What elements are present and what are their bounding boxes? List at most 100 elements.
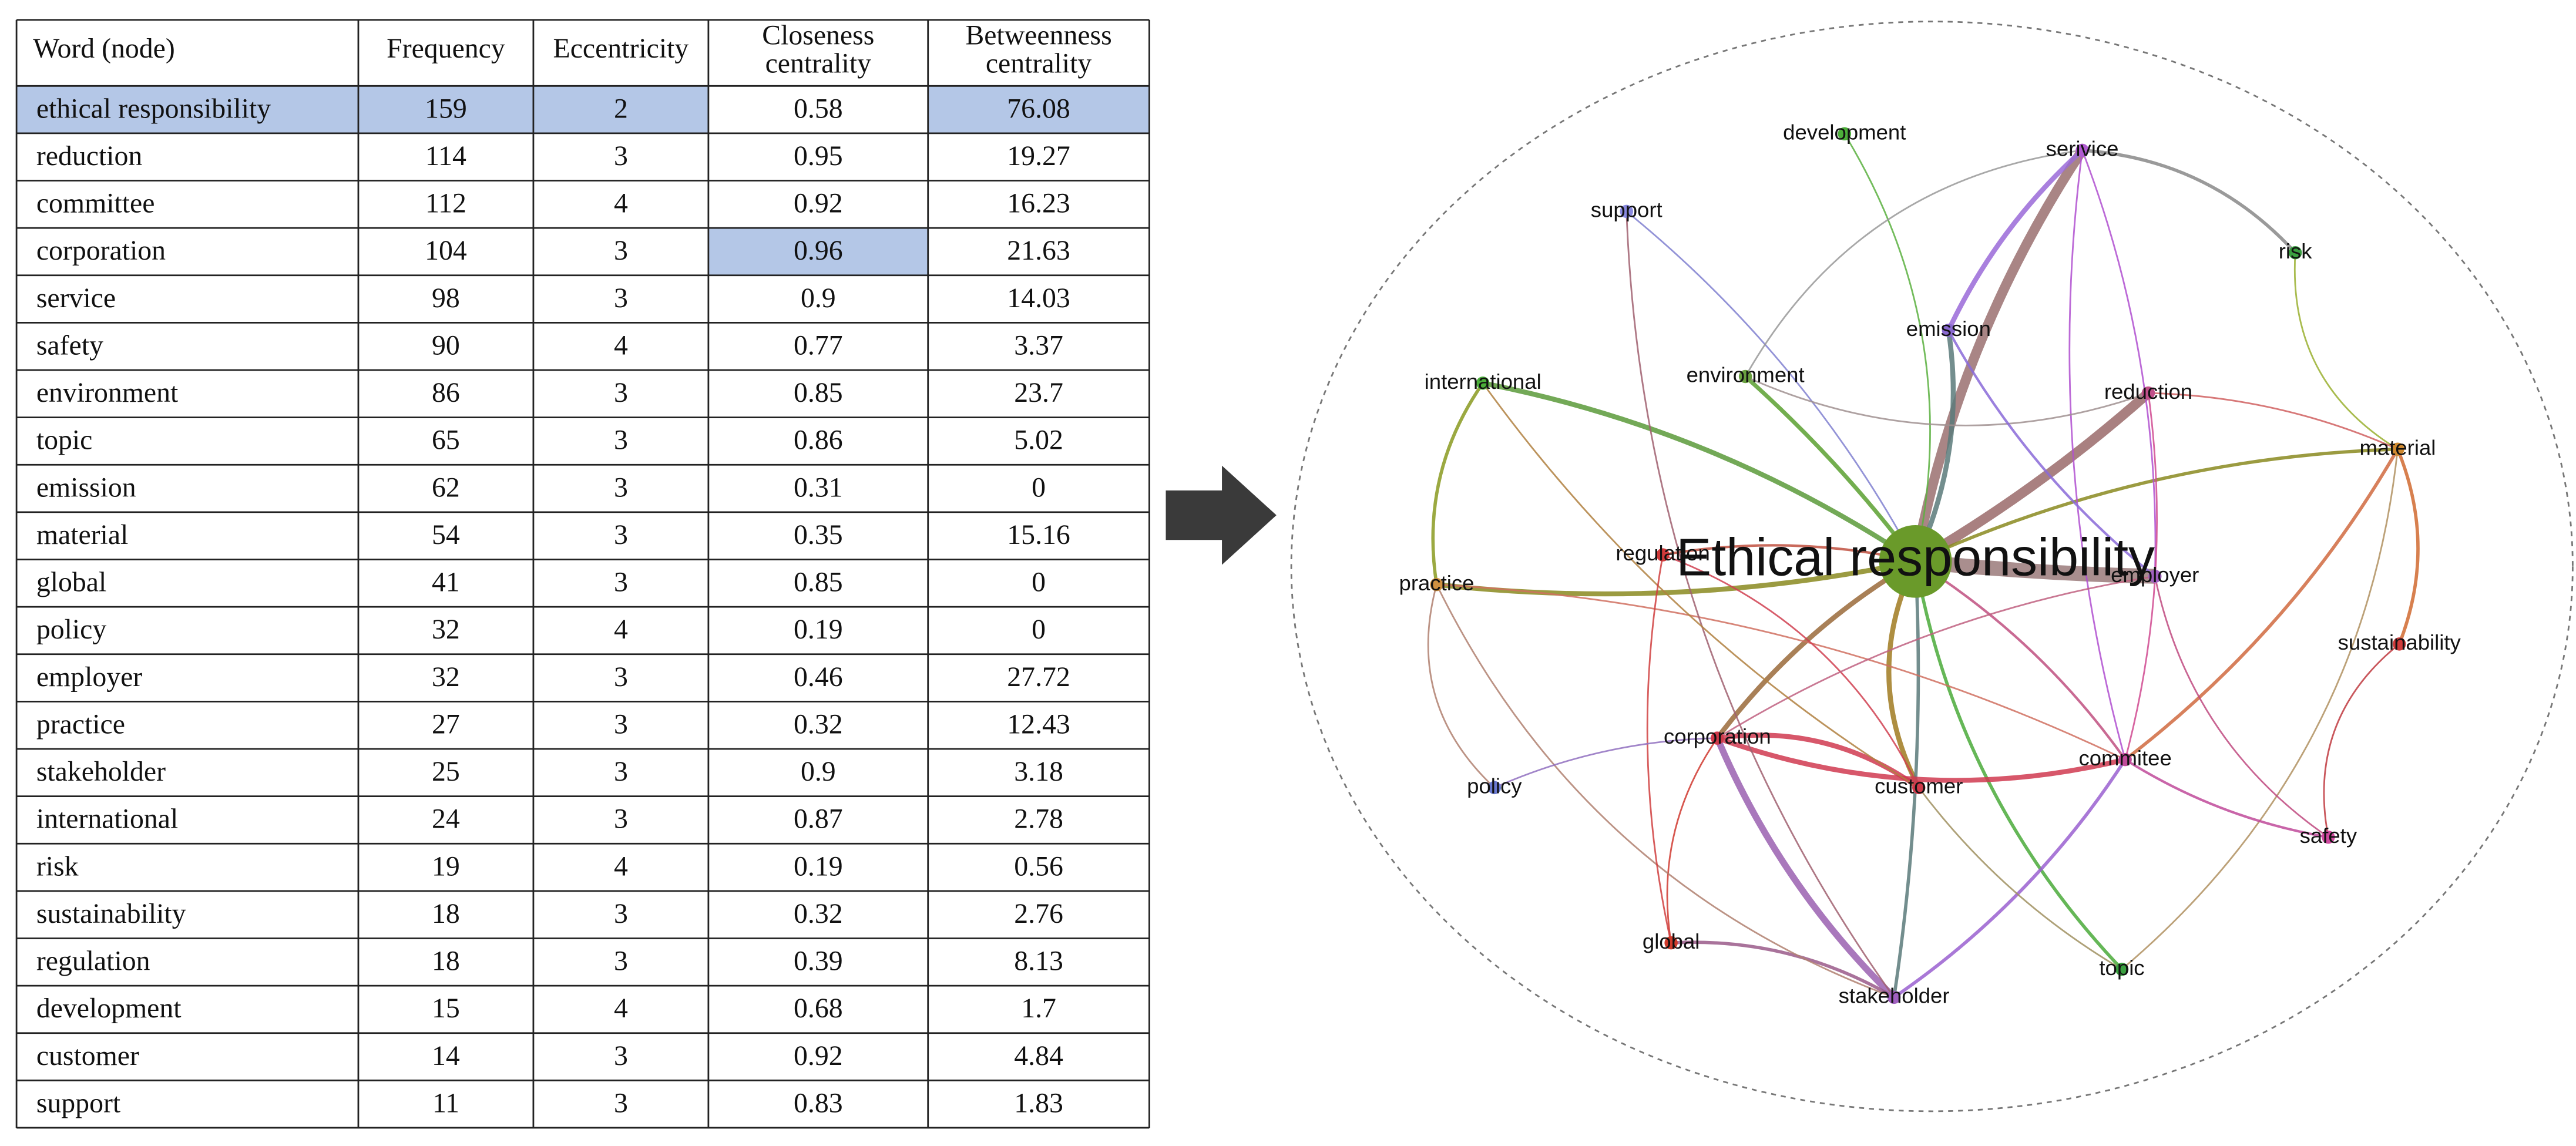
table-cell: 90 <box>432 330 460 361</box>
table-cell: development <box>36 993 182 1024</box>
table-cell: 3.37 <box>1014 330 1063 361</box>
node-label: corporation <box>1664 724 1771 748</box>
header-cell: Closeness <box>762 20 874 51</box>
node <box>1879 525 1952 598</box>
table-cell: 3 <box>614 283 628 314</box>
node-label: emission <box>1906 317 1991 341</box>
node-label: environment <box>1687 363 1805 387</box>
edge <box>1436 584 1895 999</box>
node-label: global <box>1643 929 1700 953</box>
table-cell: emission <box>36 472 136 503</box>
edge <box>2154 576 2329 838</box>
edge <box>1625 210 1916 562</box>
edge <box>1745 375 2149 426</box>
table-cell: 0.92 <box>794 1040 843 1071</box>
table-cell: 112 <box>425 188 466 219</box>
table-cell: 0.35 <box>794 519 843 550</box>
edge <box>2081 150 2157 577</box>
node <box>1912 781 1926 795</box>
edge <box>2082 149 2297 254</box>
table-cell: 98 <box>432 283 460 314</box>
table-cell: 0.56 <box>1014 851 1063 882</box>
table-cell: 0.85 <box>794 377 843 408</box>
edge <box>1843 133 1931 562</box>
table-cell: 0.92 <box>794 188 843 219</box>
table-cell: 0.95 <box>794 140 843 172</box>
table-cell: 4 <box>614 188 628 219</box>
header-cell: Betweenness <box>965 20 1111 51</box>
edge <box>2124 758 2329 839</box>
table-cell: 3 <box>614 425 628 456</box>
node-label: safety <box>2300 824 2357 848</box>
edge <box>1947 330 2156 577</box>
table-cell: safety <box>36 330 103 361</box>
edge <box>1671 940 1895 999</box>
table-cell: 25 <box>432 756 460 787</box>
node-label: employer <box>2111 563 2199 587</box>
node <box>1487 781 1502 795</box>
table-cell: 1.7 <box>1021 993 1056 1024</box>
table-cell: 23.7 <box>1014 377 1063 408</box>
node-label: international <box>1425 369 1541 394</box>
table-cell: 12.43 <box>1007 708 1070 740</box>
table-cell: 16.23 <box>1007 188 1070 219</box>
node-label: topic <box>2099 956 2144 980</box>
table-cell: service <box>36 283 116 314</box>
edge <box>2121 449 2399 970</box>
table-cell: 24 <box>432 804 460 835</box>
table-cell: 11 <box>432 1087 459 1118</box>
table-cell: 32 <box>432 661 460 693</box>
node <box>1711 731 1724 745</box>
arrow <box>1166 465 1277 565</box>
table-cell: 3 <box>614 708 628 740</box>
table-cell: 2.76 <box>1014 898 1063 929</box>
table-cell: employer <box>36 661 142 693</box>
table-cell: 0.32 <box>794 708 843 740</box>
edge <box>2396 448 2420 645</box>
table-cell: 8.13 <box>1014 946 1063 977</box>
table-cell: 159 <box>425 93 467 124</box>
header-cell: centrality <box>765 48 871 79</box>
node-label: material <box>2359 435 2436 459</box>
node-label: support <box>1591 198 1663 222</box>
table-cell: 4 <box>614 851 628 882</box>
node-label: customer <box>1875 774 1963 798</box>
table-cell: 27.72 <box>1007 661 1070 693</box>
table-cell: regulation <box>36 946 150 977</box>
table-cell: committee <box>36 188 155 219</box>
table-cell: material <box>36 519 128 550</box>
table-cell: 0 <box>1032 614 1046 645</box>
table-cell: topic <box>36 425 93 456</box>
table-cell: 5.02 <box>1014 425 1063 456</box>
table-cell: 3 <box>614 519 628 550</box>
node-label: serivice <box>2046 137 2119 161</box>
table-cell: 14.03 <box>1007 283 1070 314</box>
table-cell: risk <box>36 851 79 882</box>
table-cell: reduction <box>36 140 142 172</box>
table-cell: 86 <box>432 377 460 408</box>
table-cell: practice <box>36 708 125 740</box>
edge <box>2068 150 2126 760</box>
edge <box>1915 560 2127 761</box>
table-cell: 3 <box>614 946 628 977</box>
edge <box>1436 583 2126 761</box>
edge <box>1913 389 2152 566</box>
table-cell: 19 <box>432 851 460 882</box>
highlight-cell <box>358 86 533 133</box>
edge <box>1744 149 2083 377</box>
node <box>2391 442 2404 456</box>
table-cell: 0.19 <box>794 851 843 882</box>
node <box>2392 637 2406 651</box>
highlight-cell <box>928 86 1150 133</box>
node <box>1430 577 1443 592</box>
node <box>1620 204 1633 219</box>
table-cell: customer <box>36 1040 139 1071</box>
highlight-cell <box>533 86 708 133</box>
node-label: Ethical responsibility <box>1676 529 2155 587</box>
edge <box>1482 382 1919 789</box>
edge <box>1625 211 1895 998</box>
table-cell: 3 <box>614 1040 628 1071</box>
network-boundary <box>1290 21 2574 1113</box>
table-cell: 62 <box>432 472 460 503</box>
